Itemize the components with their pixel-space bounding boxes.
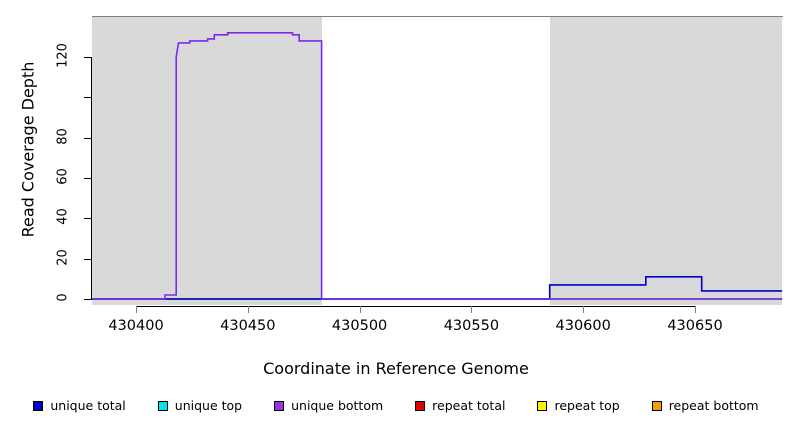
x-axis-tick bbox=[247, 306, 249, 313]
x-axis-tick bbox=[471, 306, 473, 313]
plot-area bbox=[92, 17, 783, 305]
x-axis-tick-label: 430550 bbox=[443, 318, 500, 334]
legend-swatch-icon bbox=[415, 400, 426, 411]
y-axis-tick bbox=[84, 299, 91, 300]
legend-label: unique bottom bbox=[291, 398, 384, 413]
y-axis-tick bbox=[84, 178, 91, 179]
legend-label: unique total bbox=[50, 398, 126, 413]
legend-item-unique-top[interactable]: unique top bbox=[157, 398, 243, 413]
x-axis-title: Coordinate in Reference Genome bbox=[263, 359, 529, 378]
y-axis-tick bbox=[84, 218, 91, 220]
y-axis-tick-label: 40 bbox=[55, 208, 71, 226]
y-axis-tick bbox=[84, 137, 91, 139]
legend-item-unique-bottom[interactable]: unique bottom bbox=[274, 398, 383, 413]
x-axis-tick-label: 430600 bbox=[555, 318, 611, 334]
legend-label: unique top bbox=[174, 398, 243, 413]
y-axis-tick bbox=[84, 258, 91, 260]
y-axis-tick-label: 0 bbox=[55, 293, 71, 302]
y-axis-tick bbox=[84, 57, 91, 58]
legend-swatch-icon bbox=[274, 400, 285, 411]
legend-swatch-icon bbox=[651, 400, 662, 411]
legend-item-unique-total[interactable]: unique total bbox=[33, 398, 126, 413]
legend-item-repeat-bottom[interactable]: repeat bottom bbox=[651, 398, 759, 413]
legend-label: repeat top bbox=[554, 398, 620, 413]
x-axis-tick-label: 430450 bbox=[220, 318, 276, 334]
y-axis-tick-label: 20 bbox=[55, 248, 71, 266]
shaded-region-right bbox=[549, 17, 783, 305]
x-axis-tick bbox=[695, 306, 696, 313]
y-axis-tick-label: 80 bbox=[55, 127, 71, 145]
x-axis-tick bbox=[583, 306, 585, 313]
chart-legend: unique total unique top unique bottom repea… bbox=[0, 398, 792, 413]
x-axis-line bbox=[136, 306, 695, 307]
legend-swatch-icon bbox=[537, 400, 548, 411]
y-axis-tick-label: 120 bbox=[55, 43, 71, 68]
legend-label: repeat total bbox=[432, 398, 506, 413]
y-axis-line bbox=[91, 57, 92, 300]
y-axis-tick-label: 60 bbox=[55, 168, 71, 185]
y-axis-title: Read Coverage Depth bbox=[18, 61, 38, 238]
y-axis-tick bbox=[84, 97, 91, 99]
legend-item-repeat-top[interactable]: repeat top bbox=[537, 398, 620, 413]
legend-swatch-icon bbox=[33, 400, 44, 411]
legend-item-repeat-total[interactable]: repeat total bbox=[415, 398, 505, 413]
shaded-region-left bbox=[92, 17, 322, 305]
legend-label: repeat bottom bbox=[668, 398, 759, 413]
x-axis-tick-label: 430500 bbox=[331, 318, 388, 334]
x-axis-tick bbox=[136, 306, 137, 313]
plot-top-rule bbox=[92, 16, 783, 17]
x-axis-tick-label: 430400 bbox=[108, 318, 164, 334]
x-axis-tick-label: 430650 bbox=[667, 318, 723, 334]
legend-swatch-icon bbox=[157, 400, 168, 411]
x-axis-tick bbox=[359, 306, 361, 313]
